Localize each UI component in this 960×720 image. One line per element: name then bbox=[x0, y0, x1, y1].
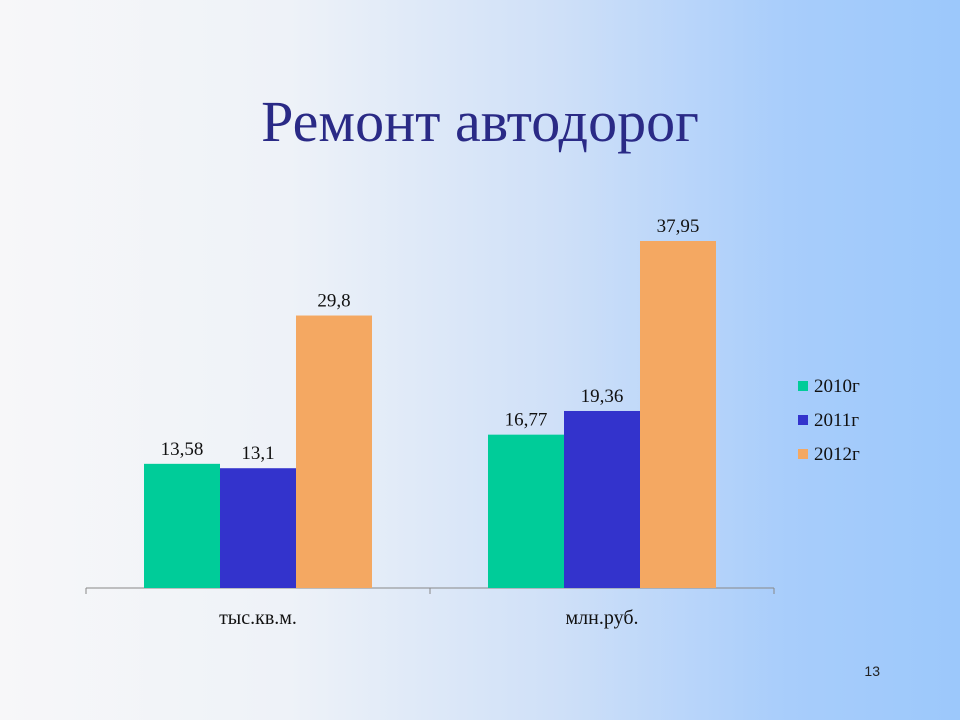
data-label: 13,1 bbox=[241, 443, 274, 464]
data-label: 37,95 bbox=[657, 216, 700, 237]
legend-swatch-2010г bbox=[798, 381, 808, 391]
bar-2012г-0 bbox=[296, 315, 372, 588]
data-label: 29,8 bbox=[317, 291, 350, 312]
legend-swatch-2011г bbox=[798, 415, 808, 425]
x-tick-label: тыс.кв.м. bbox=[219, 607, 297, 629]
legend-label: 2012г bbox=[814, 444, 860, 465]
x-tick-label: млн.руб. bbox=[566, 607, 639, 629]
page-number: 13 bbox=[864, 663, 880, 679]
bar-2010г-1 bbox=[488, 434, 564, 588]
legend-swatch-2012г bbox=[798, 449, 808, 459]
data-label: 16,77 bbox=[505, 410, 548, 431]
bar-2011г-0 bbox=[220, 468, 296, 588]
bar-2011г-1 bbox=[564, 410, 640, 588]
legend-label: 2011г bbox=[814, 410, 859, 431]
legend-label: 2010г bbox=[814, 376, 860, 397]
data-label: 19,36 bbox=[581, 386, 624, 407]
bar-2010г-0 bbox=[144, 463, 220, 588]
bar-2012г-1 bbox=[640, 241, 716, 588]
slide-title: Ремонт автодорог bbox=[261, 89, 699, 154]
data-label: 13,58 bbox=[161, 439, 204, 460]
